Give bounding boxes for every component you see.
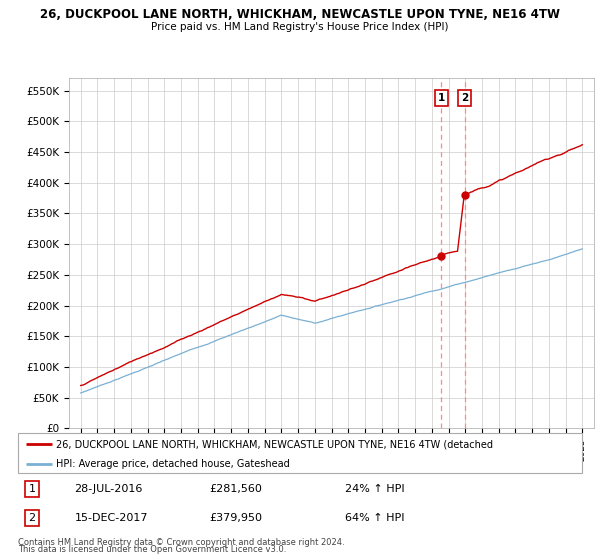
Text: Contains HM Land Registry data © Crown copyright and database right 2024.: Contains HM Land Registry data © Crown c… <box>18 538 344 547</box>
Text: Price paid vs. HM Land Registry's House Price Index (HPI): Price paid vs. HM Land Registry's House … <box>151 22 449 32</box>
Text: 2: 2 <box>461 93 468 103</box>
Text: 28-JUL-2016: 28-JUL-2016 <box>74 484 143 494</box>
Text: 64% ↑ HPI: 64% ↑ HPI <box>345 514 404 524</box>
Text: 24% ↑ HPI: 24% ↑ HPI <box>345 484 405 494</box>
Text: 1: 1 <box>29 484 35 494</box>
Text: 26, DUCKPOOL LANE NORTH, WHICKHAM, NEWCASTLE UPON TYNE, NE16 4TW (detached: 26, DUCKPOOL LANE NORTH, WHICKHAM, NEWCA… <box>56 439 493 449</box>
Text: This data is licensed under the Open Government Licence v3.0.: This data is licensed under the Open Gov… <box>18 545 286 554</box>
FancyBboxPatch shape <box>18 433 582 473</box>
Text: £281,560: £281,560 <box>210 484 263 494</box>
Text: HPI: Average price, detached house, Gateshead: HPI: Average price, detached house, Gate… <box>56 459 290 469</box>
Text: 1: 1 <box>438 93 445 103</box>
Text: 26, DUCKPOOL LANE NORTH, WHICKHAM, NEWCASTLE UPON TYNE, NE16 4TW: 26, DUCKPOOL LANE NORTH, WHICKHAM, NEWCA… <box>40 8 560 21</box>
Text: £379,950: £379,950 <box>210 514 263 524</box>
Text: 15-DEC-2017: 15-DEC-2017 <box>74 514 148 524</box>
Text: 2: 2 <box>29 514 35 524</box>
